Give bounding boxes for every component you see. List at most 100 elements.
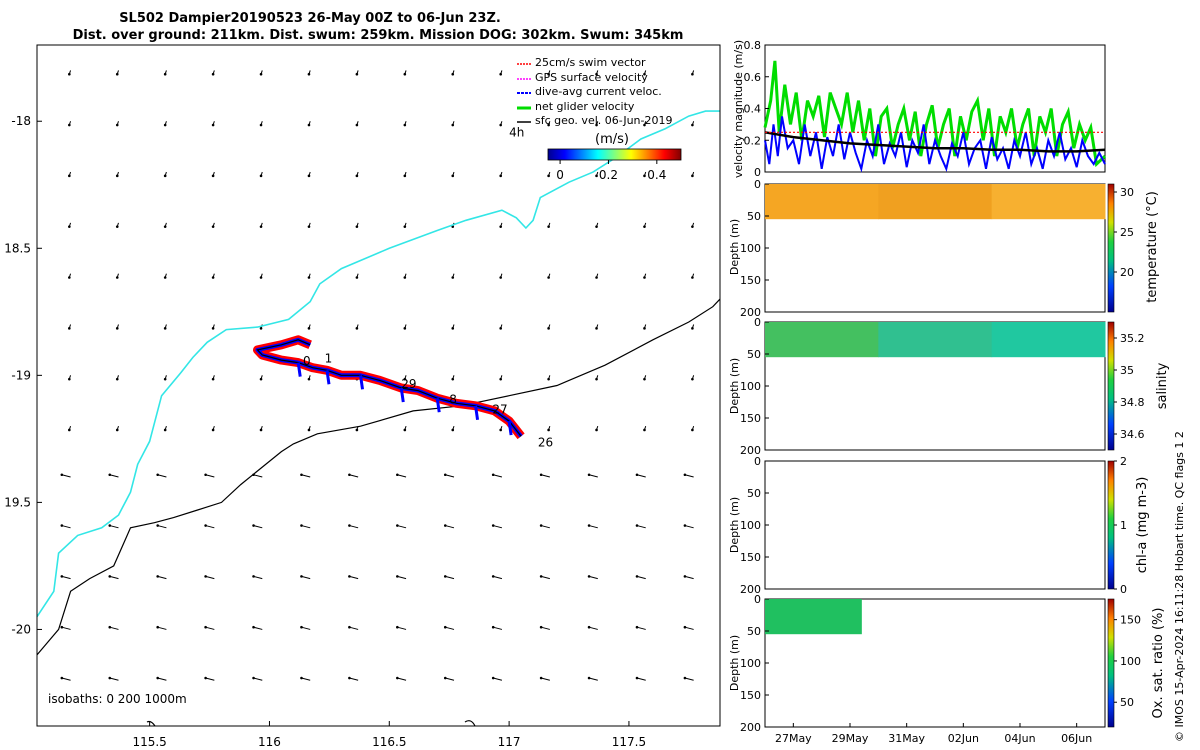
geo-arrow-head bbox=[403, 225, 407, 228]
geo-arrow-head bbox=[595, 428, 598, 432]
geo-arrow bbox=[643, 375, 647, 381]
geo-arrow-head bbox=[635, 524, 639, 527]
copyright-note: © IMOS 15-Apr-2024 16:11:28 Hobart time.… bbox=[1173, 431, 1186, 742]
geo-arrow-shaft bbox=[157, 525, 167, 529]
temperature-panel: Depth (m) temperature (°C) bbox=[728, 191, 1160, 303]
geo-arrow-head bbox=[211, 72, 215, 76]
geo-arrow-head bbox=[115, 123, 119, 127]
chla-frame bbox=[764, 460, 1106, 590]
geo-arrow-shaft bbox=[588, 677, 598, 681]
geo-arrow bbox=[643, 426, 647, 432]
temperature-data-block bbox=[765, 184, 879, 220]
geo-arrow-head bbox=[108, 676, 112, 680]
geo-arrow-head bbox=[635, 676, 639, 680]
geo-arrow-head bbox=[68, 174, 71, 178]
geo-arrow-head bbox=[115, 428, 119, 432]
geo-arrow-head bbox=[163, 72, 167, 76]
temperature-ytick-label: 150 bbox=[740, 274, 761, 287]
velocity-ytick-label: 0.4 bbox=[744, 103, 762, 116]
salinity-cbar-label: salinity bbox=[1155, 362, 1170, 409]
geo-arrow bbox=[259, 171, 263, 178]
velocity-ylabel: velocity magnitude (m/s) bbox=[732, 40, 745, 178]
velocity-ytick-label: 0.8 bbox=[744, 39, 762, 52]
geo-arrow-head bbox=[108, 575, 112, 578]
geo-arrow bbox=[443, 524, 455, 529]
current-spike bbox=[296, 362, 302, 377]
glider-track bbox=[253, 335, 525, 440]
salinity-data-block bbox=[765, 322, 879, 358]
geo-arrow-head bbox=[259, 377, 263, 381]
geo-arrow bbox=[499, 324, 503, 330]
current-spikes bbox=[296, 362, 513, 436]
geo-arrow-head bbox=[163, 174, 167, 178]
geo-arrow-shaft bbox=[493, 474, 503, 478]
geo-arrow bbox=[491, 575, 503, 580]
geo-arrow-head bbox=[68, 225, 71, 228]
label-1: 1 bbox=[325, 352, 333, 366]
geo-arrow-head bbox=[163, 377, 167, 381]
chla-ytick-label: 50 bbox=[747, 487, 761, 500]
geo-arrow-shaft bbox=[445, 626, 455, 630]
geo-arrow-shaft bbox=[205, 677, 215, 681]
geo-arrow bbox=[204, 676, 215, 681]
geo-arrow bbox=[300, 575, 311, 580]
chla-ytick-label: 200 bbox=[740, 583, 761, 596]
geo-arrow-head bbox=[108, 524, 112, 527]
geo-arrow bbox=[60, 575, 71, 580]
geo-arrow-shaft bbox=[349, 525, 359, 529]
geo-arrow-shaft bbox=[253, 525, 263, 529]
temperature-cbar-tick-label: 20 bbox=[1120, 266, 1134, 279]
geo-arrow-head bbox=[443, 524, 447, 527]
oxygen-ytick-label: 100 bbox=[740, 657, 761, 670]
geo-arrow-head bbox=[683, 625, 687, 629]
geo-arrow bbox=[643, 273, 647, 279]
geo-arrow-shaft bbox=[349, 626, 359, 630]
geo-arrow-head bbox=[163, 276, 167, 279]
series-mean bbox=[764, 131, 1106, 153]
geo-arrow-head bbox=[643, 428, 646, 432]
geo-arrow-head bbox=[355, 72, 359, 76]
geo-arrow-head bbox=[68, 327, 71, 330]
current-spike bbox=[507, 420, 513, 436]
geo-arrow-head bbox=[643, 377, 646, 381]
geo-arrow bbox=[595, 171, 599, 178]
geo-arrow-head bbox=[451, 327, 455, 330]
map-ytick-label: 19.5 bbox=[4, 495, 31, 509]
geo-arrow-shaft bbox=[109, 525, 119, 529]
geo-arrow bbox=[115, 273, 119, 279]
geo-arrow-head bbox=[396, 575, 399, 578]
geo-arrow bbox=[68, 222, 72, 228]
geo-arrow bbox=[499, 426, 503, 432]
geo-arrow bbox=[539, 473, 550, 478]
geo-arrow-head bbox=[403, 377, 407, 381]
map-xtick-label: 117.5 bbox=[612, 735, 646, 749]
salinity-ytick-label: 150 bbox=[740, 412, 761, 425]
geo-arrow-head bbox=[396, 676, 399, 680]
geo-arrow bbox=[635, 575, 646, 580]
depth-panels: Depth (m) temperature (°C) Depth (m) sal… bbox=[728, 191, 1170, 718]
chla-panel: Depth (m) chl-a (mg m-3) bbox=[728, 477, 1150, 574]
geo-arrow bbox=[403, 70, 407, 76]
geo-arrow bbox=[443, 676, 455, 681]
geo-arrow-head bbox=[204, 473, 207, 477]
geo-arrow bbox=[115, 375, 119, 381]
geo-arrow-shaft bbox=[397, 525, 407, 529]
geo-arrow-head bbox=[396, 524, 399, 527]
geo-arrow-head bbox=[499, 276, 502, 279]
geo-arrow bbox=[547, 171, 551, 178]
geo-arrow-head bbox=[204, 575, 207, 578]
geo-arrow-head bbox=[348, 524, 351, 527]
geo-arrow-head bbox=[643, 276, 646, 279]
geo-arrow-head bbox=[355, 123, 359, 127]
geo-arrow bbox=[252, 524, 263, 529]
geo-arrow-head bbox=[499, 225, 502, 228]
geo-arrow-shaft bbox=[445, 677, 455, 681]
current-spike bbox=[435, 397, 441, 413]
velocity-ytick-label: 0 bbox=[754, 166, 761, 179]
geo-arrow bbox=[643, 222, 647, 228]
geo-arrow bbox=[643, 324, 647, 330]
geo-arrow bbox=[396, 473, 407, 478]
geo-arrow bbox=[68, 171, 72, 178]
temperature-cbar-tick-label: 25 bbox=[1120, 226, 1134, 239]
geo-arrow bbox=[355, 273, 359, 279]
